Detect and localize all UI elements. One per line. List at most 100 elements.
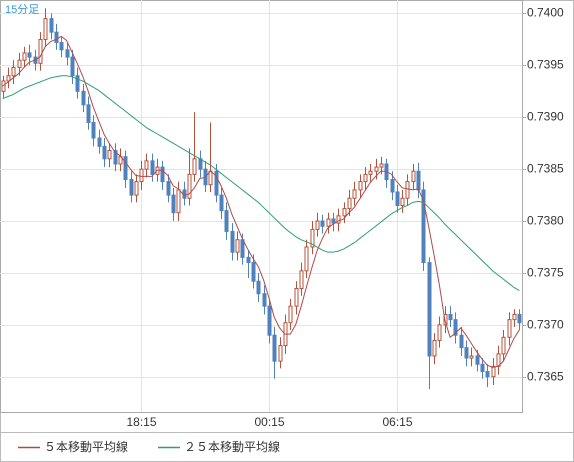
candle-body — [443, 313, 448, 326]
candle-body — [107, 149, 112, 160]
candle-body — [43, 18, 48, 40]
candle-body — [459, 334, 464, 349]
y-tick-label: 0.7365 — [527, 370, 564, 384]
ma-line — [2, 35, 520, 368]
candle-body — [166, 181, 171, 196]
candle-body — [331, 218, 336, 224]
ma-line — [2, 75, 520, 292]
candle-body — [38, 38, 43, 64]
candle-body — [320, 220, 325, 227]
candle-body — [230, 230, 235, 253]
marks — [1, 8, 522, 390]
candle-body — [102, 145, 107, 160]
candle-body — [81, 90, 86, 106]
candle-body — [187, 173, 192, 199]
candle-body — [501, 336, 506, 355]
candle-body — [437, 324, 442, 341]
candle-body — [326, 218, 331, 227]
candle-body — [294, 288, 299, 307]
candle-body — [427, 262, 432, 357]
candle-body — [17, 59, 22, 68]
candle-body — [336, 215, 341, 224]
candle-body — [251, 262, 256, 282]
candle-body — [416, 170, 421, 191]
candle-body — [113, 149, 118, 165]
candle-body — [208, 170, 213, 186]
candle-body — [262, 293, 267, 307]
candle-body — [192, 158, 197, 175]
candle-body — [123, 156, 128, 181]
candle-body — [315, 220, 320, 230]
candle-body — [75, 75, 80, 92]
candle-body — [272, 334, 277, 362]
candle-body — [139, 168, 144, 183]
candle-body — [246, 256, 251, 264]
y-tick-label: 0.7395 — [527, 58, 564, 72]
legend: ５本移動平均線 ２５本移動平均線 — [18, 439, 280, 454]
candle-body — [517, 313, 522, 324]
candle-body — [160, 166, 165, 183]
candle-body — [134, 181, 139, 196]
y-tick-label: 0.7375 — [527, 266, 564, 280]
candle-body — [49, 18, 54, 33]
candle-body — [97, 137, 102, 147]
candle-body — [421, 189, 426, 264]
candle-body — [288, 305, 293, 324]
legend-label: ５本移動平均線 — [44, 439, 128, 454]
candle-body — [342, 208, 347, 217]
candle-body — [224, 210, 229, 232]
candle-body — [469, 355, 474, 359]
candle-body — [395, 191, 400, 206]
candle-body — [304, 246, 309, 272]
candle-body — [310, 228, 315, 248]
candle-body — [363, 173, 368, 183]
candle-body — [171, 194, 176, 214]
candle-body — [144, 160, 149, 170]
legend-label: ２５本移動平均線 — [184, 439, 280, 454]
candle-body — [91, 121, 96, 139]
candle-body — [1, 80, 6, 92]
y-tick-label: 0.7400 — [527, 6, 564, 20]
candle-body — [65, 49, 70, 58]
y-tick-label: 0.7390 — [527, 110, 564, 124]
candle-body — [400, 197, 405, 206]
candle-body — [54, 31, 59, 44]
candle-body — [27, 52, 32, 58]
candle-body — [512, 313, 517, 321]
candle-body — [491, 365, 496, 378]
candle-body — [432, 339, 437, 357]
y-tick-label: 0.7380 — [527, 214, 564, 228]
candle-body — [368, 170, 373, 175]
candle-body — [453, 319, 458, 336]
candle-body — [240, 239, 245, 258]
candle-body — [256, 280, 261, 295]
candle-body — [299, 270, 304, 290]
candle-body — [70, 56, 75, 77]
candle-body — [390, 179, 395, 193]
candle-body — [214, 170, 219, 196]
plot-frame — [0, 0, 523, 413]
candle-body — [358, 181, 363, 191]
candle-body — [129, 179, 134, 196]
candle-body — [235, 239, 240, 253]
candle-body — [480, 363, 485, 373]
candle-body — [507, 319, 512, 338]
candle-body — [86, 104, 91, 123]
candle-body — [347, 197, 352, 210]
y-tick-label: 0.7385 — [527, 162, 564, 176]
candle-body — [475, 355, 480, 365]
candle-body — [219, 194, 224, 212]
candle-body — [267, 305, 272, 336]
candle-body — [22, 52, 27, 61]
candle-body — [59, 42, 64, 51]
candle-body — [352, 189, 357, 199]
candle-body — [6, 75, 11, 82]
x-tick-label: 18:15 — [126, 415, 156, 429]
x-tick-label: 00:15 — [254, 415, 284, 429]
candle-body — [379, 163, 384, 168]
candle-body — [405, 181, 410, 199]
x-tick-label: 06:15 — [382, 415, 412, 429]
candle-body — [448, 313, 453, 321]
